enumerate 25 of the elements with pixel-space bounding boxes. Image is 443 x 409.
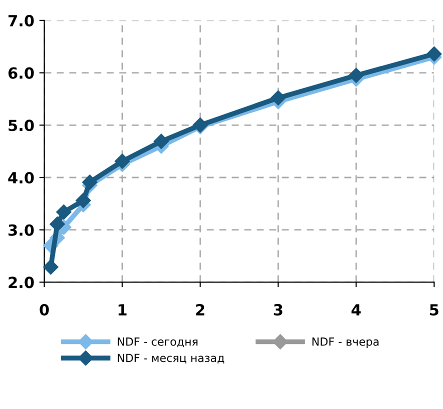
legend-label: NDF - сегодня: [118, 338, 198, 348]
x-tick-label: 3: [274, 304, 282, 316]
y-tick-label: 4.0: [8, 172, 34, 184]
point: [43, 259, 58, 275]
point: [82, 174, 98, 190]
x-tick-label: 1: [118, 304, 127, 316]
y-tick-label: 3.0: [8, 224, 34, 236]
legend-label: NDF - вчера: [312, 338, 379, 348]
point: [348, 68, 364, 83]
x-tick-label: 4: [352, 304, 361, 316]
x-tick-label: 2: [196, 304, 204, 316]
y-tick-label: 2.0: [8, 276, 34, 288]
point: [426, 46, 442, 62]
x-tick-label: 5: [430, 304, 438, 316]
point: [270, 90, 286, 106]
y-tick-label: 5.0: [8, 120, 34, 132]
point: [56, 204, 72, 220]
y-tick-label: 7.0: [8, 14, 34, 26]
legend-label: NDF - месяц назад: [118, 354, 224, 364]
point: [114, 154, 130, 169]
point: [154, 134, 169, 149]
point: [76, 192, 91, 208]
point: [50, 216, 65, 232]
x-tick-label: 0: [40, 304, 49, 316]
y-tick-label: 6.0: [8, 67, 34, 79]
